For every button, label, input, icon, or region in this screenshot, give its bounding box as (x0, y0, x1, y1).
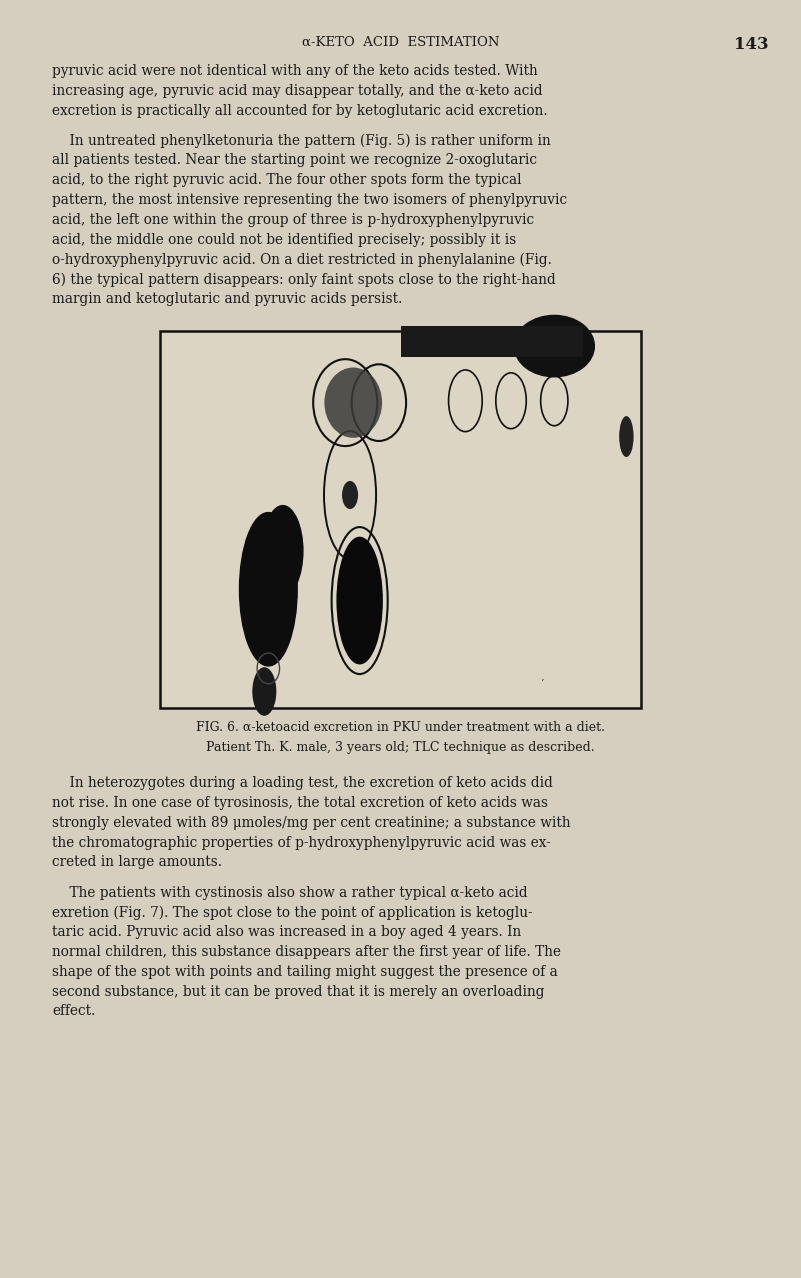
Text: acid, the middle one could not be identified precisely; possibly it is: acid, the middle one could not be identi… (52, 233, 517, 247)
Text: margin and ketoglutaric and pyruvic acids persist.: margin and ketoglutaric and pyruvic acid… (52, 293, 402, 305)
Ellipse shape (336, 537, 383, 665)
Text: not rise. In one case of tyrosinosis, the total excretion of keto acids was: not rise. In one case of tyrosinosis, th… (52, 796, 548, 810)
Text: all patients tested. Near the starting point we recognize 2-oxoglutaric: all patients tested. Near the starting p… (52, 153, 537, 167)
Text: FIG. 6. α-ketoacid excretion in PKU under treatment with a diet.: FIG. 6. α-ketoacid excretion in PKU unde… (196, 721, 605, 734)
Text: increasing age, pyruvic acid may disappear totally, and the α-keto acid: increasing age, pyruvic acid may disappe… (52, 84, 543, 97)
Text: exretion (Fig. 7). The spot close to the point of application is ketoglu-: exretion (Fig. 7). The spot close to the… (52, 905, 533, 920)
Text: o-hydroxyphenylpyruvic acid. On a diet restricted in phenylalanine (Fig.: o-hydroxyphenylpyruvic acid. On a diet r… (52, 253, 552, 267)
Text: ’: ’ (541, 679, 544, 689)
Text: creted in large amounts.: creted in large amounts. (52, 855, 222, 869)
Text: the chromatographic properties of p-hydroxyphenylpyruvic acid was ex-: the chromatographic properties of p-hydr… (52, 836, 551, 850)
Text: The patients with cystinosis also show a rather typical α-keto acid: The patients with cystinosis also show a… (52, 886, 528, 900)
Text: shape of the spot with points and tailing might suggest the presence of a: shape of the spot with points and tailin… (52, 965, 557, 979)
Ellipse shape (514, 316, 594, 377)
Text: Patient Th. K. male, 3 years old; TLC technique as described.: Patient Th. K. male, 3 years old; TLC te… (206, 741, 595, 754)
Text: normal children, this substance disappears after the first year of life. The: normal children, this substance disappea… (52, 944, 561, 958)
Text: pattern, the most intensive representing the two isomers of phenylpyruvic: pattern, the most intensive representing… (52, 193, 567, 207)
Text: 6) the typical pattern disappears: only faint spots close to the right-hand: 6) the typical pattern disappears: only … (52, 272, 556, 286)
Ellipse shape (324, 368, 382, 438)
Text: acid, to the right pyruvic acid. The four other spots form the typical: acid, to the right pyruvic acid. The fou… (52, 174, 521, 187)
FancyBboxPatch shape (160, 331, 641, 708)
Ellipse shape (239, 512, 297, 666)
Ellipse shape (342, 481, 358, 509)
Text: acid, the left one within the group of three is p-hydroxyphenylpyruvic: acid, the left one within the group of t… (52, 212, 534, 226)
Text: strongly elevated with 89 μmoles/mg per cent creatinine; a substance with: strongly elevated with 89 μmoles/mg per … (52, 815, 570, 829)
Text: α-KETO  ACID  ESTIMATION: α-KETO ACID ESTIMATION (302, 36, 499, 49)
FancyBboxPatch shape (400, 326, 583, 357)
Text: effect.: effect. (52, 1005, 95, 1019)
Text: In heterozygotes during a loading test, the excretion of keto acids did: In heterozygotes during a loading test, … (52, 776, 553, 790)
Ellipse shape (262, 505, 304, 597)
Text: second substance, but it can be proved that it is merely an overloading: second substance, but it can be proved t… (52, 984, 545, 998)
Text: In untreated phenylketonuria the pattern (Fig. 5) is rather uniform in: In untreated phenylketonuria the pattern… (52, 134, 551, 148)
Ellipse shape (252, 667, 276, 716)
Text: 143: 143 (735, 36, 769, 52)
Text: taric acid. Pyruvic acid also was increased in a boy aged 4 years. In: taric acid. Pyruvic acid also was increa… (52, 925, 521, 939)
Ellipse shape (619, 417, 634, 458)
Text: excretion is practically all accounted for by ketoglutaric acid excretion.: excretion is practically all accounted f… (52, 104, 548, 118)
Text: pyruvic acid were not identical with any of the keto acids tested. With: pyruvic acid were not identical with any… (52, 64, 537, 78)
